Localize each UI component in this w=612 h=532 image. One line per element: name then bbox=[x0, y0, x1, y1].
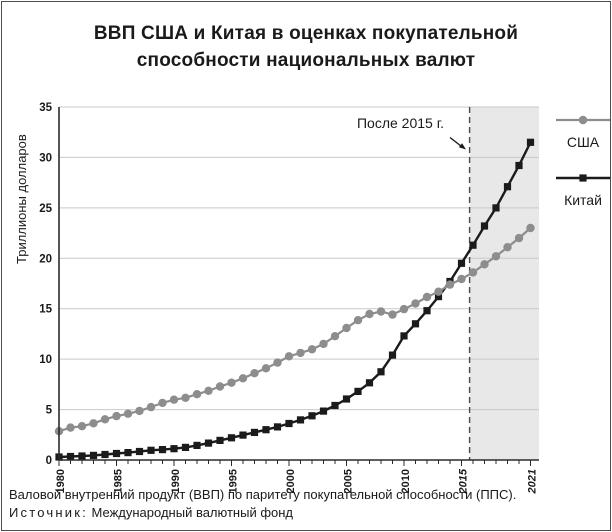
chart-title-line2: способности национальных валют bbox=[136, 49, 476, 71]
series-china bbox=[55, 138, 535, 461]
svg-text:1980: 1980 bbox=[55, 469, 67, 493]
svg-text:2010: 2010 bbox=[400, 469, 412, 493]
source-label: Источник: bbox=[9, 505, 88, 520]
legend-item-china: Китай bbox=[554, 170, 612, 208]
svg-text:2005: 2005 bbox=[343, 469, 355, 493]
legend-item-usa: США bbox=[554, 112, 612, 150]
forecast-annotation: После 2015 г. bbox=[356, 115, 444, 131]
svg-text:10: 10 bbox=[39, 354, 52, 366]
x-axis-labels: 1980 1985 1990 1995 2000 2005 2010 2015 2021 bbox=[55, 468, 539, 494]
legend-label-china: Китай bbox=[564, 192, 602, 208]
chart-title: ВВП США и Китая в оценках покупательной … bbox=[2, 21, 610, 74]
chart-caption: Валовой внутренний продукт (ВВП) по пари… bbox=[9, 487, 517, 502]
svg-text:2021: 2021 bbox=[527, 469, 539, 494]
x-axis-ticks bbox=[58, 460, 531, 466]
china-line-marker-icon bbox=[555, 170, 611, 191]
legend-label-usa: США bbox=[566, 134, 600, 150]
usa-line-marker-icon bbox=[555, 112, 611, 133]
axes bbox=[58, 107, 539, 461]
svg-text:15: 15 bbox=[39, 304, 52, 316]
chart-source: Источник: Международный валютный фонд bbox=[9, 505, 606, 520]
svg-text:35: 35 bbox=[39, 102, 52, 114]
svg-text:2000: 2000 bbox=[285, 469, 297, 493]
annotation-arrow-icon bbox=[449, 136, 466, 150]
source-text: Международный валютный фонд bbox=[87, 505, 294, 520]
y-axis-title: Триллионы долларов bbox=[14, 134, 29, 264]
svg-text:1995: 1995 bbox=[228, 469, 240, 493]
y-axis-labels: 0 5 10 15 20 25 30 35 bbox=[39, 102, 52, 467]
chart-title-line1: ВВП США и Китая в оценках покупательной bbox=[93, 23, 519, 44]
y-gridlines bbox=[59, 106, 539, 411]
svg-text:30: 30 bbox=[39, 152, 52, 164]
series-usa bbox=[54, 223, 535, 436]
svg-text:2015: 2015 bbox=[458, 468, 470, 494]
svg-text:0: 0 bbox=[46, 455, 52, 467]
svg-text:1990: 1990 bbox=[170, 469, 182, 493]
svg-text:20: 20 bbox=[39, 253, 52, 265]
svg-text:1985: 1985 bbox=[113, 469, 125, 493]
svg-text:25: 25 bbox=[39, 203, 52, 215]
legend: США Китай bbox=[554, 112, 612, 208]
svg-text:5: 5 bbox=[46, 405, 53, 417]
forecast-region bbox=[469, 107, 539, 460]
